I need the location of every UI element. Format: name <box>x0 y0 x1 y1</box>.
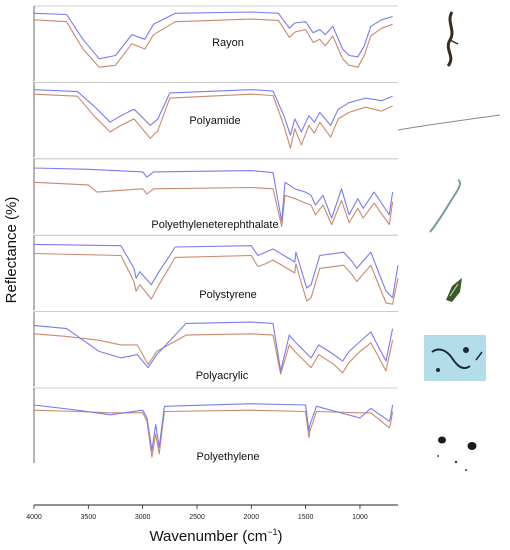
spectrum-panel: Polyethylene <box>33 387 398 463</box>
spectrum-panel: Polyethyleneterephthalate <box>33 158 398 234</box>
panel-label: Polyamide <box>189 115 240 127</box>
x-tick-label: 1500 <box>298 514 314 521</box>
panel-label: Polystyrene <box>199 289 256 301</box>
x-tick-label: 2500 <box>189 514 205 521</box>
spectrum-line-brown <box>33 409 394 458</box>
spectrum-line-blue <box>33 321 394 372</box>
spectra-panels: Rayon Polyamide Polyethyleneterephthalate P… <box>33 5 399 463</box>
x-tick-label: 1000 <box>352 514 368 521</box>
panel-label: Polyacrylic <box>196 370 249 382</box>
spectrum-panel: Polyacrylic <box>33 311 398 387</box>
spectrum-line-brown <box>33 333 394 375</box>
panel-label: Rayon <box>212 37 244 49</box>
spectrum-line-brown <box>33 252 399 305</box>
spectrum-line-blue <box>33 89 393 136</box>
x-tick-label: 2000 <box>244 514 260 521</box>
spectrum-line-blue <box>33 167 394 222</box>
sample-image-pet <box>429 179 462 233</box>
sample-photos <box>397 11 501 471</box>
sample-image-polystyrene <box>446 278 462 302</box>
panel-label: Polyethylene <box>197 451 260 463</box>
spectrum-line-brown <box>33 18 393 68</box>
y-axis-title: Reflectance (%) <box>3 197 20 304</box>
spectrum-line-blue <box>33 243 399 299</box>
x-tick-label: 3500 <box>81 514 97 521</box>
x-axis: 4000 3500 3000 2500 2000 1500 1000 <box>26 504 398 521</box>
sample-image-polyethylene <box>437 436 477 471</box>
panel-label: Polyethyleneterephthalate <box>151 219 278 231</box>
spectrum-panel: Rayon <box>33 5 398 81</box>
sample-image-polyamide <box>397 114 501 131</box>
spectrum-line-blue <box>33 11 393 60</box>
x-tick-label: 4000 <box>26 514 42 521</box>
x-tick-label: 3000 <box>135 514 151 521</box>
spectrum-line-blue <box>33 403 394 452</box>
spectrum-panel: Polyamide <box>33 82 398 158</box>
sample-image-polyacrylic <box>424 335 486 381</box>
x-axis-title: Wavenumber (cm−1) <box>149 527 282 545</box>
spectrum-line-brown <box>33 93 393 149</box>
spectrum-panel: Polystyrene <box>33 234 399 311</box>
spectrum-line-brown <box>33 181 394 228</box>
x-axis-ticks: 4000 3500 3000 2500 2000 1500 1000 <box>26 505 368 521</box>
sample-image-rayon <box>446 11 459 67</box>
